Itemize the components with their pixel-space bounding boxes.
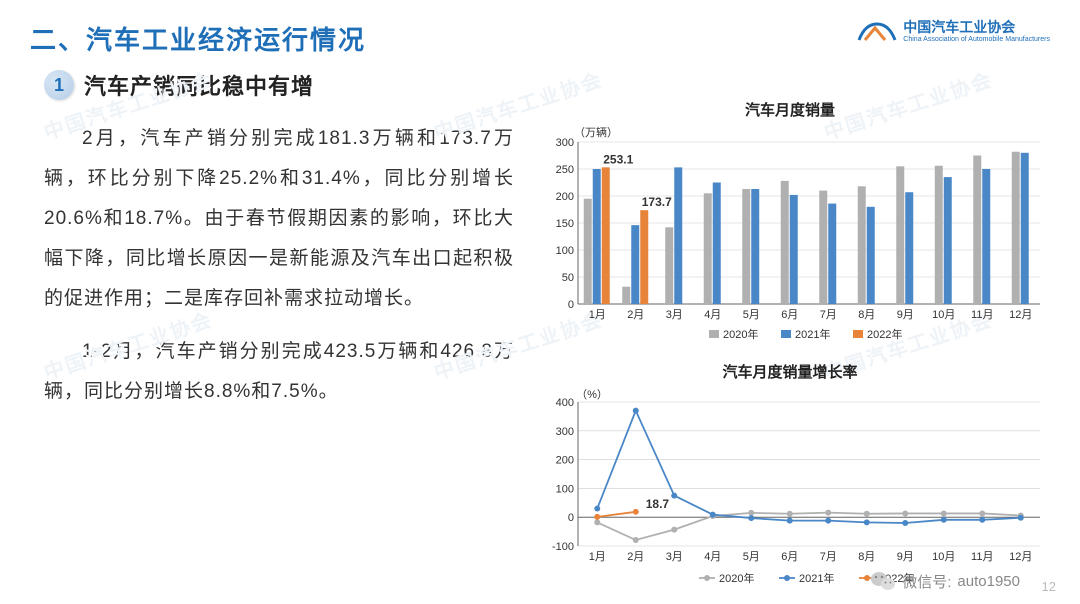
footer-tag: 微信号: auto1950 [870, 570, 1020, 592]
svg-text:7月: 7月 [820, 309, 837, 321]
svg-text:5月: 5月 [743, 309, 760, 321]
svg-text:250: 250 [556, 164, 574, 176]
svg-text:1月: 1月 [589, 309, 606, 321]
chart-column: 汽车月度销量 （万辆）0501001502002503001月2月3月4月5月6… [530, 119, 1050, 597]
paragraph-1: 2月，汽车产销分别完成181.3万辆和173.7万辆，环比分别下降25.2%和3… [44, 119, 514, 318]
svg-text:50: 50 [562, 272, 574, 284]
svg-text:5月: 5月 [743, 551, 760, 563]
svg-text:9月: 9月 [897, 309, 914, 321]
svg-text:2020年: 2020年 [719, 571, 754, 585]
sub-title: 汽车产销同比稳中有增 [84, 69, 314, 101]
svg-text:300: 300 [556, 137, 574, 149]
svg-text:12月: 12月 [1009, 551, 1032, 563]
svg-text:2022年: 2022年 [867, 327, 902, 341]
svg-text:200: 200 [556, 191, 574, 203]
svg-text:100: 100 [556, 483, 574, 495]
section-title: 二、汽车工业经济运行情况 [30, 20, 366, 57]
logo-text-en: China Association of Automobile Manufact… [903, 36, 1050, 44]
line-chart-title: 汽车月度销量增长率 [530, 361, 1050, 382]
logo-text-cn: 中国汽车工业协会 [903, 20, 1050, 35]
svg-text:3月: 3月 [666, 551, 683, 563]
svg-text:（%）: （%） [576, 388, 608, 401]
svg-text:7月: 7月 [820, 551, 837, 563]
svg-text:2月: 2月 [627, 551, 644, 563]
sub-header: 1 汽车产销同比稳中有增 [30, 69, 1050, 101]
page-number: 12 [1042, 579, 1056, 594]
line-chart: （%） -100 0 100 200 300 400 1月 2月 3月 4月 5月 6月 7月 8月 9月 10… [530, 382, 1050, 592]
svg-text:0: 0 [568, 512, 574, 524]
svg-text:9月: 9月 [897, 551, 914, 563]
svg-text:150: 150 [556, 218, 574, 230]
wechat-id: auto1950 [957, 573, 1020, 590]
svg-text:11月: 11月 [971, 309, 993, 321]
svg-text:10月: 10月 [932, 551, 955, 563]
svg-text:3月: 3月 [666, 309, 683, 321]
svg-text:2月: 2月 [627, 309, 644, 321]
svg-text:100: 100 [556, 245, 574, 257]
svg-text:400: 400 [556, 397, 574, 409]
svg-text:2021年: 2021年 [795, 327, 830, 341]
svg-text:200: 200 [556, 455, 574, 467]
section-number-badge: 1 [44, 70, 74, 100]
svg-text:6月: 6月 [781, 309, 798, 321]
wechat-icon [870, 570, 896, 592]
caam-logo-icon [857, 20, 897, 44]
svg-text:8月: 8月 [858, 551, 875, 563]
svg-text:1月: 1月 [589, 551, 606, 563]
svg-text:173.7: 173.7 [642, 195, 672, 209]
svg-text:2020年: 2020年 [723, 327, 758, 341]
svg-text:18.7: 18.7 [646, 497, 670, 511]
svg-text:300: 300 [556, 426, 574, 438]
bar-chart-title: 汽车月度销量 [530, 99, 1050, 120]
header: 二、汽车工业经济运行情况 中国汽车工业协会 China Association … [30, 20, 1050, 57]
svg-text:6月: 6月 [781, 551, 798, 563]
svg-text:（万辆）: （万辆） [574, 125, 618, 139]
svg-text:4月: 4月 [704, 309, 721, 321]
svg-text:253.1: 253.1 [603, 152, 633, 166]
svg-text:8月: 8月 [858, 309, 875, 321]
svg-text:10月: 10月 [932, 309, 955, 321]
svg-text:2021年: 2021年 [799, 571, 834, 585]
logo: 中国汽车工业协会 China Association of Automobile… [857, 20, 1050, 44]
text-column: 2月，汽车产销分别完成181.3万辆和173.7万辆，环比分别下降25.2%和3… [30, 119, 520, 597]
svg-text:-100: -100 [552, 541, 574, 553]
svg-text:0: 0 [568, 299, 574, 311]
paragraph-2: 1-2月，汽车产销分别完成423.5万辆和426.8万辆，同比分别增长8.8%和… [44, 332, 514, 412]
wechat-label: 微信号: [902, 571, 951, 592]
svg-text:4月: 4月 [704, 551, 721, 563]
bar-chart: （万辆） 0 50 100 150 200 250 300 1月 2月 3月 4月 5月 6月 7月 8月 9月… [530, 120, 1050, 350]
svg-text:11月: 11月 [971, 551, 993, 563]
svg-text:12月: 12月 [1009, 309, 1032, 321]
